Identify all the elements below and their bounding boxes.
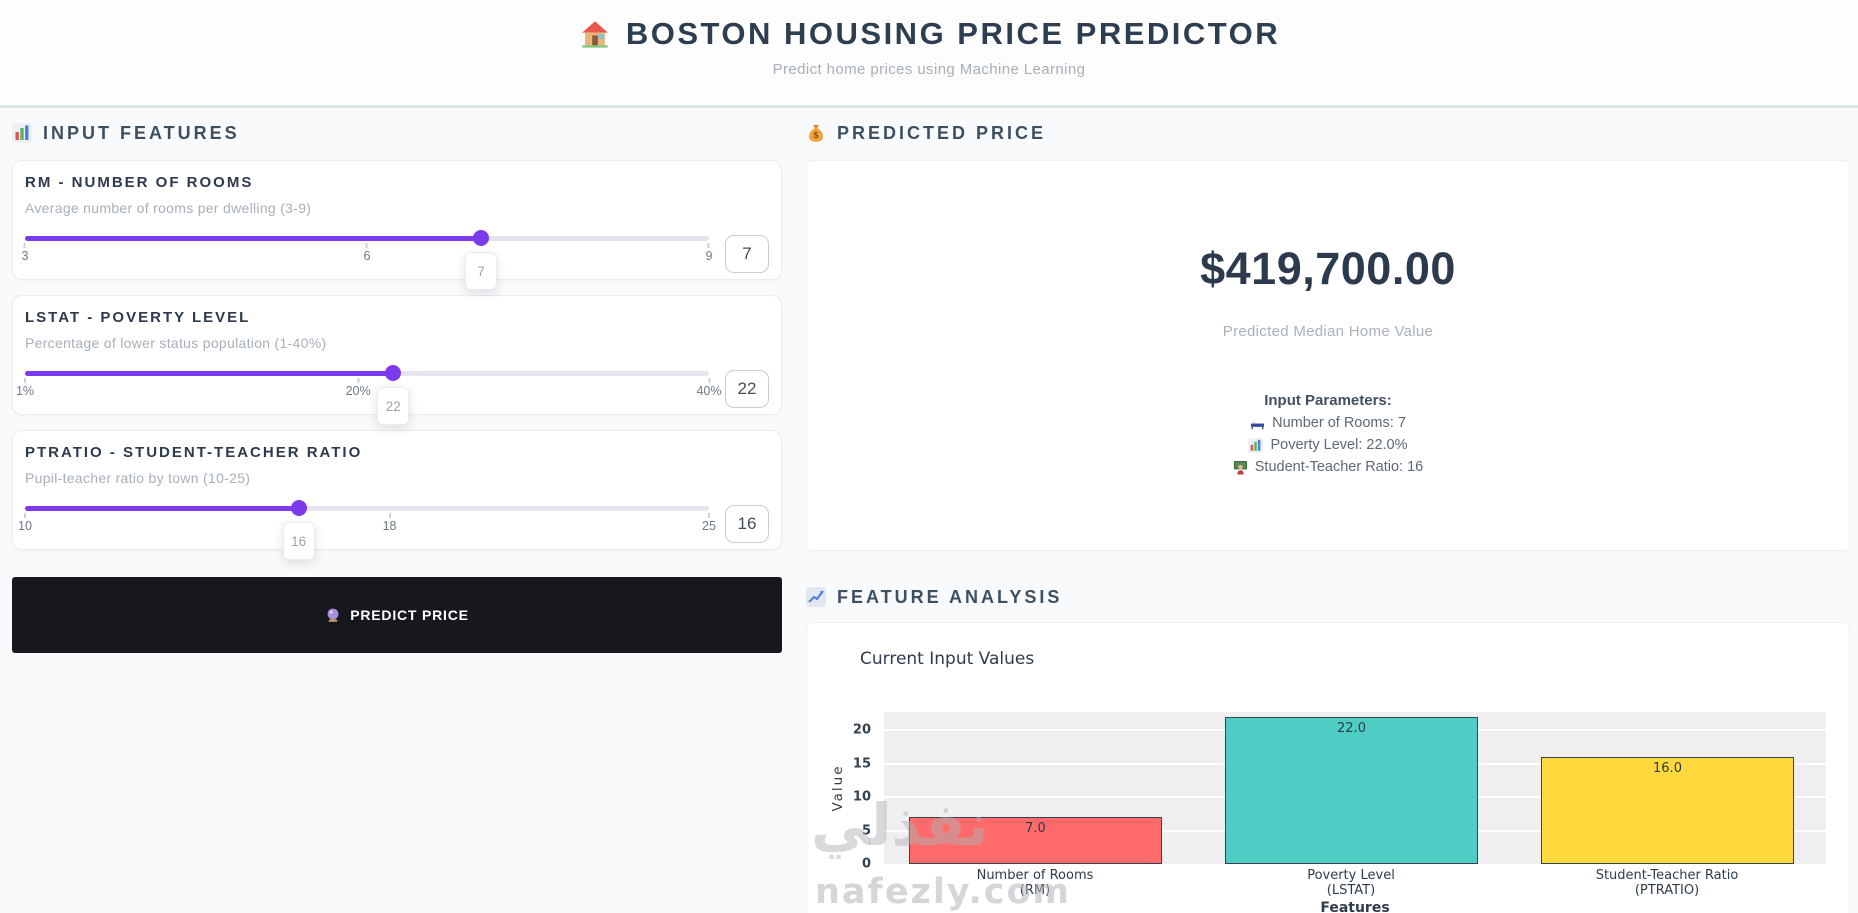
predicted-price-value: $419,700.00 bbox=[1200, 243, 1456, 294]
predict-price-button[interactable]: PREDICT PRICE bbox=[12, 577, 782, 653]
slider-fill bbox=[25, 371, 394, 376]
slider-fill bbox=[25, 236, 481, 241]
input-parameters: Input Parameters: Number of Rooms: 7 Pov… bbox=[807, 390, 1849, 478]
house-icon bbox=[578, 17, 612, 51]
slider-tick: 40% bbox=[696, 378, 722, 398]
money-bag-icon: $ bbox=[806, 123, 826, 143]
chart-plot: 7.0 22.0 16.0 bbox=[884, 712, 1826, 864]
chart-x-axis-label: Features bbox=[1320, 900, 1390, 913]
bed-icon bbox=[1250, 416, 1265, 431]
predicted-price-title: PREDICTED PRICE bbox=[837, 122, 1047, 143]
page-title: BOSTON HOUSING PRICE PREDICTOR bbox=[625, 16, 1281, 51]
predict-button-label: PREDICT PRICE bbox=[350, 607, 469, 623]
slider-handle[interactable] bbox=[473, 230, 489, 246]
slider-value-tooltip: 22 bbox=[377, 387, 410, 425]
input-parameters-title: Input Parameters: bbox=[1264, 392, 1392, 409]
slider-title: LSTAT - POVERTY LEVEL bbox=[25, 309, 251, 326]
rm-value-input[interactable] bbox=[725, 235, 769, 273]
svg-text:$: $ bbox=[813, 131, 819, 141]
param-ptratio-text: Student-Teacher Ratio: 16 bbox=[1254, 459, 1424, 475]
predicted-price-caption: Predicted Median Home Value bbox=[1222, 323, 1434, 340]
predicted-price-header: $ PREDICTED PRICE bbox=[806, 121, 1850, 145]
page-subtitle: Predict home prices using Machine Learni… bbox=[772, 61, 1086, 78]
slider-title: RM - NUMBER OF ROOMS bbox=[25, 174, 254, 191]
lstat-value-input[interactable] bbox=[725, 370, 769, 408]
chart-title: Current Input Values bbox=[860, 649, 1035, 669]
chart-yaxis: 0 5 10 15 20 bbox=[852, 722, 871, 872]
watermark-arabic: نفذلي bbox=[811, 791, 989, 859]
app-header: BOSTON HOUSING PRICE PREDICTOR Predict h… bbox=[0, 0, 1858, 105]
bar-chart-icon bbox=[1248, 437, 1264, 453]
slider-card-rm: RM - NUMBER OF ROOMS Average number of r… bbox=[12, 160, 782, 290]
feature-analysis-title: FEATURE ANALYSIS bbox=[837, 586, 1063, 607]
bar-rm: 7.0 bbox=[909, 817, 1162, 864]
slider-value-tooltip: 16 bbox=[282, 522, 315, 560]
input-features-header: INPUT FEATURES bbox=[12, 121, 782, 145]
slider-fill bbox=[25, 506, 299, 511]
bar-ptratio: 16.0 bbox=[1541, 757, 1794, 864]
slider-tick: 9 bbox=[706, 243, 712, 263]
bar-value-label: 22.0 bbox=[1337, 721, 1366, 737]
bar-lstat: 22.0 bbox=[1225, 717, 1478, 864]
param-rooms-text: Number of Rooms: 7 bbox=[1272, 415, 1406, 431]
xtick-rm: Number of Rooms (RM) bbox=[976, 868, 1094, 898]
prediction-result-card: $419,700.00 Predicted Median Home Value … bbox=[806, 160, 1850, 551]
slider-tick: 20% bbox=[346, 378, 371, 398]
chart-increasing-icon bbox=[806, 587, 826, 607]
slider-track[interactable] bbox=[25, 500, 709, 516]
xtick-ptratio: Student-Teacher Ratio (PTRATIO) bbox=[1595, 868, 1739, 898]
header-divider bbox=[0, 105, 1858, 108]
slider-tick: 10 bbox=[18, 513, 32, 533]
slider-card-lstat: LSTAT - POVERTY LEVEL Percentage of lowe… bbox=[12, 295, 782, 425]
slider-tick: 18 bbox=[383, 513, 397, 533]
slider-tick: 1% bbox=[16, 378, 34, 398]
xtick-lstat: Poverty Level (LSTAT) bbox=[1307, 868, 1395, 898]
input-features-panel: INPUT FEATURES RM - NUMBER OF ROOMS Aver… bbox=[12, 121, 782, 653]
slider-track[interactable] bbox=[25, 365, 709, 381]
input-features-title: INPUT FEATURES bbox=[43, 122, 240, 143]
param-poverty-text: Poverty Level: 22.0% bbox=[1270, 437, 1408, 453]
bar-value-label: 16.0 bbox=[1653, 761, 1682, 777]
slider-tick: 6 bbox=[364, 243, 370, 263]
slider-title: PTRATIO - STUDENT-TEACHER RATIO bbox=[25, 444, 363, 461]
ptratio-slider[interactable]: 10 18 25 16 bbox=[18, 500, 716, 560]
slider-track[interactable] bbox=[25, 230, 709, 246]
feature-analysis-header: FEATURE ANALYSIS bbox=[806, 585, 1850, 609]
param-rooms: Number of Rooms: 7 bbox=[807, 412, 1849, 434]
feature-analysis-chart-card: Current Input Values Value 0 5 10 15 20 7.0 … bbox=[806, 622, 1850, 913]
slider-card-ptratio: PTRATIO - STUDENT-TEACHER RATIO Pupil-te… bbox=[12, 430, 782, 560]
param-ptratio: Student-Teacher Ratio: 16 bbox=[807, 456, 1849, 478]
results-panel: $ PREDICTED PRICE $419,700.00 Predicted … bbox=[806, 121, 1850, 913]
slider-tick: 3 bbox=[22, 243, 28, 263]
rm-slider[interactable]: 3 6 9 7 bbox=[22, 230, 712, 290]
param-poverty: Poverty Level: 22.0% bbox=[807, 434, 1849, 456]
crystal-ball-icon bbox=[325, 607, 341, 623]
teacher-icon bbox=[1233, 460, 1248, 475]
slider-description: Percentage of lower status population (1… bbox=[25, 335, 327, 351]
slider-handle[interactable] bbox=[385, 365, 402, 381]
slider-description: Pupil-teacher ratio by town (10-25) bbox=[25, 470, 251, 486]
slider-description: Average number of rooms per dwelling (3-… bbox=[25, 200, 312, 216]
ptratio-value-input[interactable] bbox=[725, 505, 769, 543]
slider-value-tooltip: 7 bbox=[465, 252, 497, 290]
bar-chart-icon bbox=[12, 123, 32, 143]
lstat-slider[interactable]: 1% 20% 40% 22 bbox=[16, 365, 722, 425]
chart-xticks: Number of Rooms (RM) Poverty Level (LSTAT)… bbox=[884, 868, 1826, 902]
watermark-site: nafezly.com bbox=[815, 872, 1072, 912]
slider-tick: 25 bbox=[702, 513, 716, 533]
bar-value-label: 7.0 bbox=[1025, 821, 1046, 837]
slider-handle[interactable] bbox=[290, 500, 307, 516]
